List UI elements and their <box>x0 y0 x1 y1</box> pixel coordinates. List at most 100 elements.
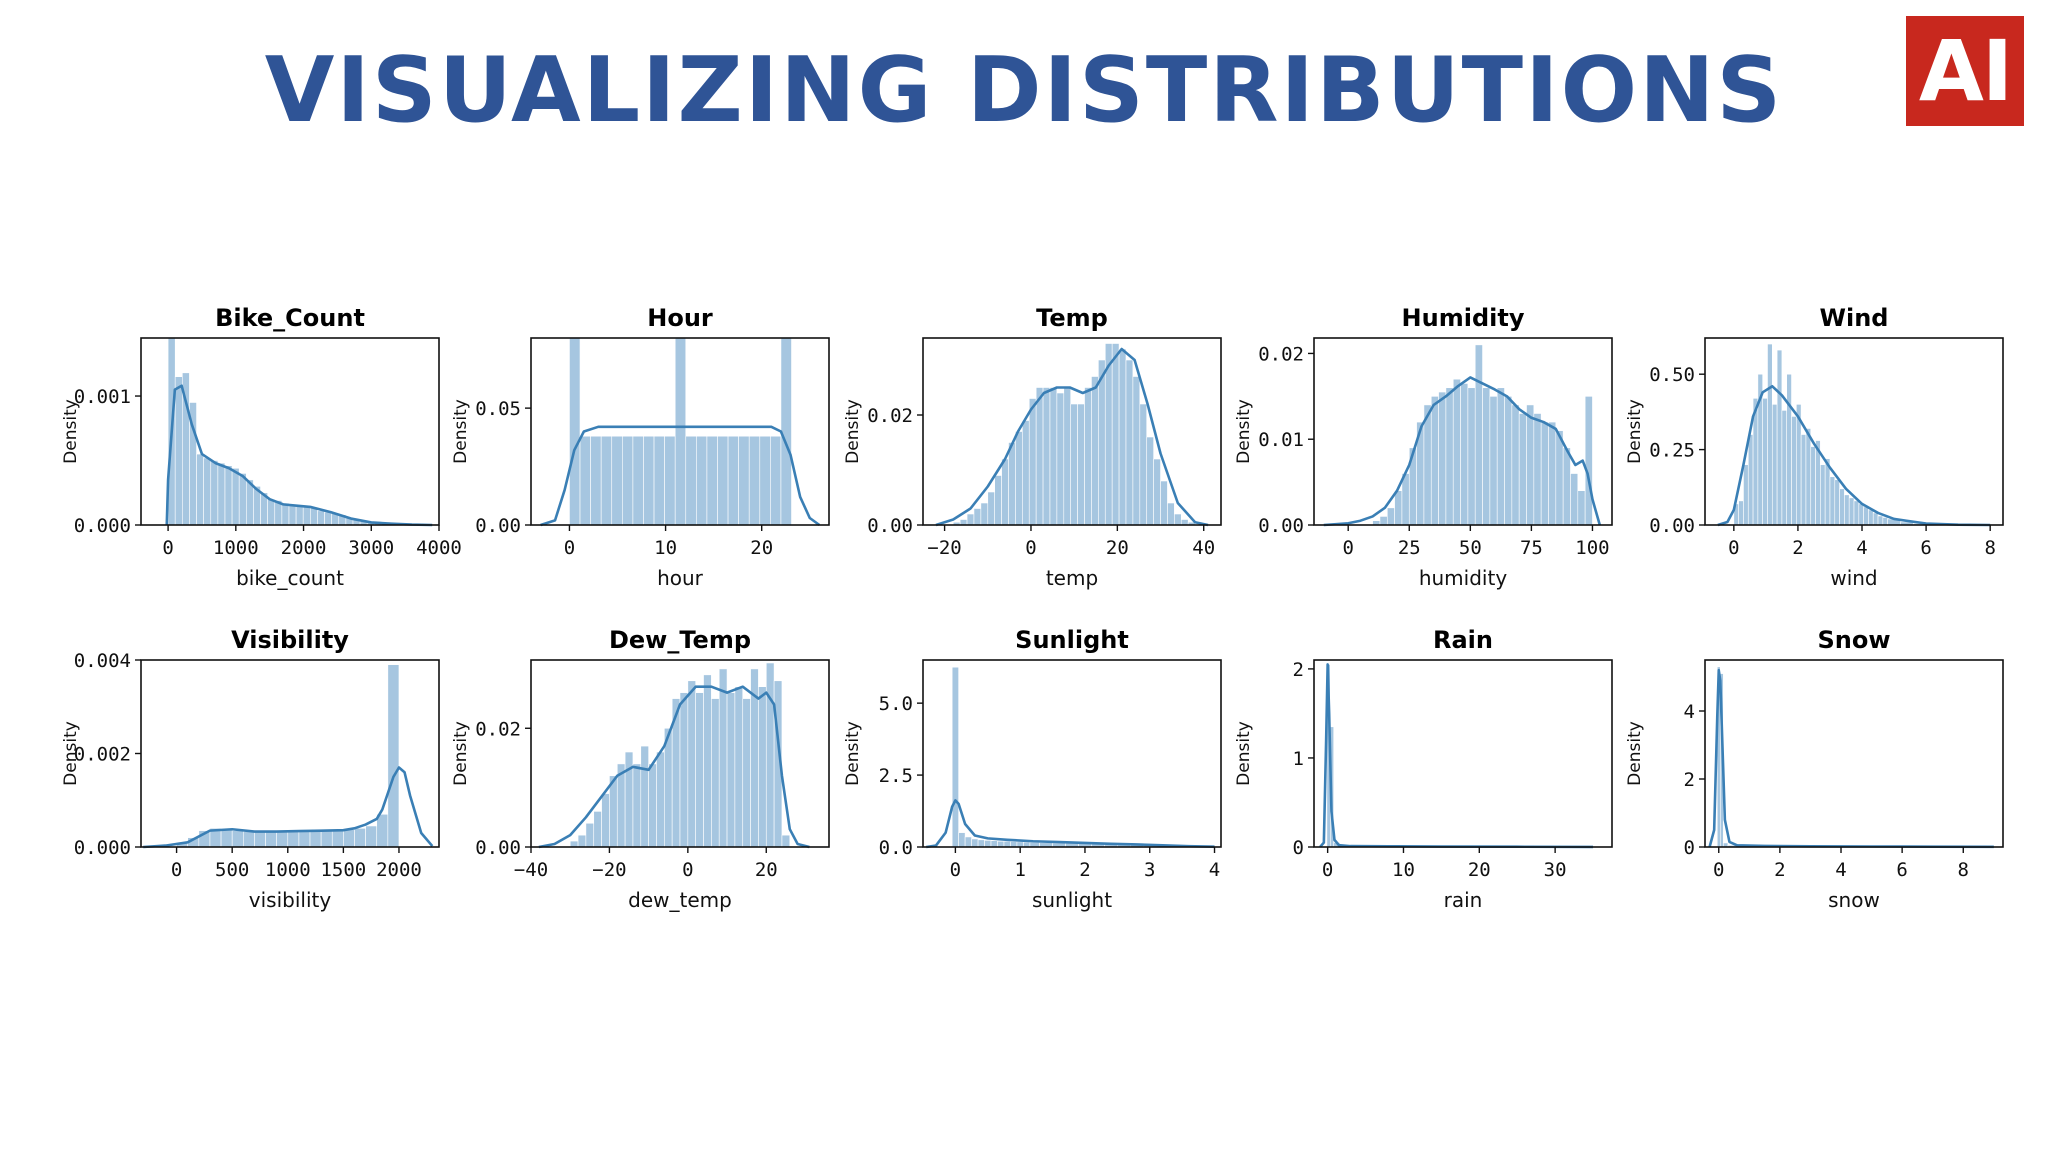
histogram-bar <box>1386 507 1395 526</box>
x-axis-label: humidity <box>1419 566 1507 590</box>
ai-logo-text: AI <box>1918 22 2013 120</box>
histogram-bar <box>1063 387 1072 526</box>
histogram-bar <box>1839 488 1845 526</box>
x-tick-label: 0 <box>1713 859 1724 881</box>
histogram-bar <box>973 508 982 526</box>
histogram-bar <box>254 831 266 848</box>
histogram-bar <box>1496 387 1505 526</box>
y-tick-label: 0.001 <box>74 386 131 408</box>
histogram-bar <box>288 504 297 526</box>
x-tick-label: 100 <box>1575 537 1609 559</box>
x-tick-label: 4 <box>1209 859 1220 881</box>
histogram-bar <box>1738 500 1744 526</box>
x-axis-label: visibility <box>249 888 332 912</box>
chart-humidity: 0 25 50 75 100 0.00 0.01 0.02 Humidity humidity De… <box>1234 304 1613 590</box>
ai-logo: AI <box>1906 16 2024 126</box>
histogram-bar <box>648 763 657 848</box>
y-tick-label: 0.00 <box>867 515 913 537</box>
histogram-bar <box>987 491 995 526</box>
histogram-bar <box>1834 479 1840 526</box>
histogram-bar <box>298 830 311 848</box>
kde-line <box>538 685 810 849</box>
x-tick-label: 10 <box>1392 859 1415 881</box>
histogram-bar <box>703 674 712 848</box>
histogram-bar <box>1091 376 1099 526</box>
histogram-bar <box>674 337 687 526</box>
y-tick-label: 2.5 <box>879 765 913 787</box>
y-tick-label: 0.00 <box>1258 515 1304 537</box>
histogram-bar <box>601 793 610 848</box>
histogram-bar <box>1125 359 1134 526</box>
x-tick-label: 4 <box>1856 537 1867 559</box>
histogram-bar <box>196 453 204 526</box>
histogram-bar <box>742 698 751 848</box>
histogram-bar <box>1401 473 1410 526</box>
histogram-bar <box>331 829 344 848</box>
y-tick-label: 0.004 <box>74 650 131 672</box>
histogram-bar <box>203 457 212 526</box>
x-axis-label: snow <box>1828 888 1880 912</box>
histogram-bar <box>759 435 771 526</box>
y-axis-label: Density <box>451 399 471 464</box>
histogram-bar <box>320 830 333 848</box>
histogram-bar <box>1781 410 1788 526</box>
chart-snow: 0 2 4 6 8 0 2 4 Snow snow Density <box>1625 626 2004 912</box>
histogram-bar <box>959 519 968 526</box>
y-tick-label: 0.0 <box>879 837 913 859</box>
x-tick-label: 8 <box>1984 537 1995 559</box>
x-tick-label: 1500 <box>320 859 366 881</box>
chart-title: Dew_Temp <box>609 626 751 654</box>
axes-frame <box>1704 337 2004 526</box>
histogram-bar <box>1863 506 1869 526</box>
histogram-bar <box>1482 387 1491 526</box>
kde-line <box>1323 376 1602 527</box>
y-axis-label: Density <box>1234 399 1254 464</box>
histogram-bar <box>317 510 325 526</box>
histogram-bar <box>765 662 775 848</box>
histogram-bar <box>1853 500 1860 526</box>
chart-title: Rain <box>1433 626 1493 654</box>
chart-wind: 0 2 4 6 8 0.00 0.25 0.50 Wind wind Density <box>1625 304 2004 590</box>
histogram-bar <box>265 831 277 848</box>
histogram-bar <box>1174 513 1182 526</box>
x-tick-label: 0 <box>1728 537 1739 559</box>
histogram-bar <box>958 832 966 848</box>
x-tick-label: 1 <box>1014 859 1025 881</box>
x-axis-label: bike_count <box>236 566 344 590</box>
histogram-bar <box>1423 404 1432 526</box>
kde-line <box>540 425 821 527</box>
chart-title: Humidity <box>1402 304 1525 332</box>
histogram-bar <box>309 830 322 848</box>
histogram-bar <box>1829 476 1836 526</box>
histogram-bar <box>964 836 972 848</box>
x-tick-label: 3000 <box>348 537 394 559</box>
histogram-bar <box>718 668 728 848</box>
histogram-bar <box>224 465 233 526</box>
x-tick-label: 0 <box>162 537 173 559</box>
x-tick-label: −20 <box>927 537 961 559</box>
x-tick-label: 4000 <box>416 537 462 559</box>
histogram-bar <box>1533 413 1542 526</box>
y-tick-label: 5.0 <box>879 693 913 715</box>
histogram-bar <box>220 828 233 848</box>
chart-title: Sunlight <box>1015 626 1129 654</box>
x-tick-label: 0 <box>564 537 575 559</box>
histogram-bar <box>231 467 240 526</box>
histogram-bar <box>1008 442 1016 526</box>
histogram-bar <box>231 830 244 848</box>
chart-temp: −20 0 20 40 0.00 0.02 Temp temp Density <box>843 304 1222 590</box>
histogram-bar <box>781 834 791 848</box>
x-axis-label: wind <box>1830 566 1877 590</box>
x-axis-label: temp <box>1046 566 1098 590</box>
slide-title: VISUALIZING DISTRIBUTIONS <box>264 38 1784 143</box>
histogram-bar <box>1474 344 1483 526</box>
histogram-bar <box>1771 404 1778 526</box>
histogram-bar <box>611 435 623 526</box>
chart-title: Hour <box>647 304 713 332</box>
histogram-bar <box>1848 497 1855 526</box>
histogram-bar <box>1844 494 1850 526</box>
y-axis-label: Density <box>61 721 81 786</box>
histogram-bar <box>1467 387 1476 526</box>
chart-title: Wind <box>1820 304 1889 332</box>
